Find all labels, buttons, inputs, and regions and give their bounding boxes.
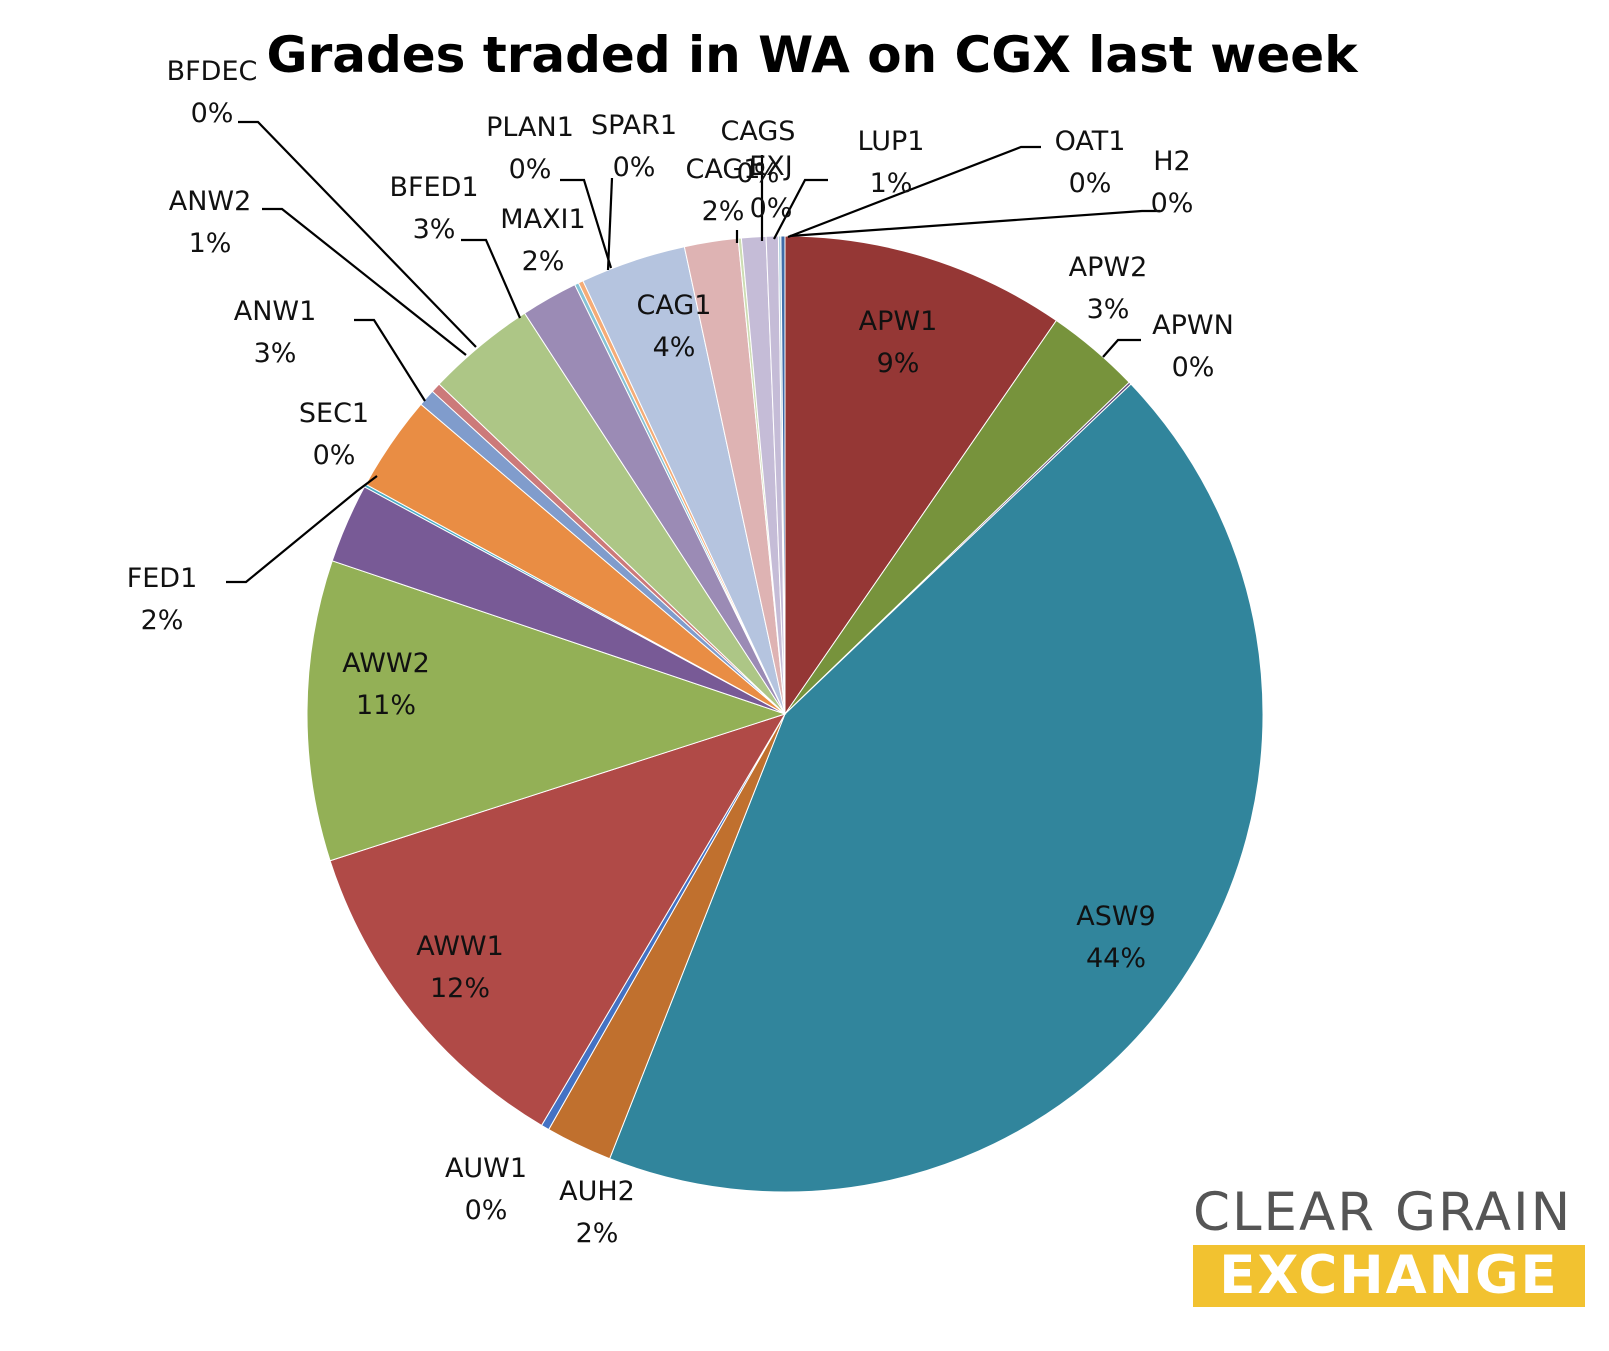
data-label-percent-aww1-6: 12%: [430, 973, 490, 1004]
leader-line-plan1-15: [560, 178, 613, 269]
logo-wordmark-bottom: EXCHANGE: [1219, 1245, 1559, 1306]
data-label-percent-maxi1-14: 2%: [522, 246, 565, 277]
data-label-percent-h2-23: 0%: [1151, 188, 1194, 219]
data-label-percent-sec1-9: 0%: [313, 440, 356, 471]
logo-wordmark-band: EXCHANGE: [1193, 1245, 1585, 1307]
data-label-name-oat1-22: OAT1: [1055, 126, 1126, 157]
data-label-name-asw9-3: ASW9: [1076, 901, 1155, 932]
leader-line-anw1-10: [354, 318, 426, 402]
data-label-name-spar1-16: SPAR1: [591, 110, 677, 141]
data-label-name-aww1-6: AWW1: [416, 931, 504, 962]
data-label-name-h2-23: H2: [1153, 146, 1190, 177]
data-label-name-aww2-7: AWW2: [342, 648, 430, 679]
data-label-percent-apw2-1: 3%: [1087, 294, 1130, 325]
data-label-percent-aww2-7: 11%: [356, 690, 416, 721]
data-label-percent-exj-20: 0%: [750, 193, 793, 224]
leader-lines-layer: [226, 120, 1160, 584]
pie-slice-asw9-3: [609, 383, 1264, 1193]
data-label-name-lup1-21: LUP1: [858, 126, 925, 157]
pie-slice-aww1-6: [329, 713, 787, 1127]
data-label-percent-apw1-0: 9%: [877, 348, 920, 379]
data-label-percent-bfed1-13: 3%: [413, 214, 456, 245]
data-label-percent-auw1-5: 0%: [465, 1195, 508, 1226]
leader-line-spar1-16: [606, 177, 614, 271]
leader-line-oat1-22: [789, 209, 1160, 238]
data-label-name-fed1-8: FED1: [127, 563, 198, 594]
data-label-percent-lup1-21: 1%: [870, 168, 913, 199]
data-label-percent-auh2-4: 2%: [576, 1218, 619, 1249]
data-label-name-cag1-17: CAG1: [637, 290, 712, 321]
data-label-percent-anw2-11: 1%: [189, 228, 232, 259]
data-labels-layer: APW1 9% APW2 3% APWN 0% ASW9 44% AUH2 2% AUW1 0% AWW…: [127, 56, 1234, 1249]
data-label-name-apw2-1: APW2: [1069, 252, 1148, 283]
data-label-percent-oat1-22: 0%: [1069, 168, 1112, 199]
data-label-name-cags-19: CAGS: [721, 116, 796, 147]
pie-slice-h2-23: [780, 235, 786, 715]
data-label-name-apwn-2: APWN: [1152, 310, 1234, 341]
chart-title: Grades traded in WA on CGX last week: [267, 26, 1360, 84]
data-label-name-bfdec-12: BFDEC: [167, 56, 258, 87]
data-label-percent-fed1-8: 2%: [141, 605, 184, 636]
leader-line-fed1-8: [226, 475, 378, 584]
leader-line-anw2-11: [262, 207, 467, 356]
data-label-name-sec1-9: SEC1: [299, 398, 369, 429]
data-label-percent-cag1-18: 2%: [702, 196, 745, 227]
data-label-percent-plan1-15: 0%: [509, 154, 552, 185]
pie-slice-aww2-7: [306, 560, 787, 862]
pie-slice-apw1-0: [784, 235, 1058, 716]
data-label-name-auw1-5: AUW1: [445, 1153, 527, 1184]
logo-wordmark-top: CLEAR GRAIN: [1193, 1182, 1573, 1243]
data-label-name-maxi1-14: MAXI1: [500, 204, 585, 235]
data-label-name-anw2-11: ANW2: [169, 186, 252, 217]
data-label-name-apw1-0: APW1: [859, 306, 938, 337]
leader-line-bfdec-12: [238, 120, 477, 348]
data-label-name-plan1-15: PLAN1: [486, 112, 574, 143]
clear-grain-exchange-logo: CLEAR GRAIN EXCHANGE: [1193, 1183, 1585, 1311]
data-label-name-cag1-18: CAG1: [686, 154, 761, 185]
data-label-name-anw1-10: ANW1: [234, 296, 317, 327]
leader-line-lup1-21: [787, 145, 1041, 239]
data-label-percent-cag1-17: 4%: [653, 332, 696, 363]
leader-line-exj-20: [773, 178, 828, 240]
data-label-name-auh2-4: AUH2: [559, 1176, 635, 1207]
leader-line-apwn-2: [1102, 338, 1141, 358]
data-label-percent-asw9-3: 44%: [1086, 943, 1146, 974]
data-label-percent-apwn-2: 0%: [1172, 352, 1215, 383]
leader-line-bfed1-13: [461, 238, 522, 319]
data-label-percent-bfdec-12: 0%: [191, 98, 234, 129]
data-label-percent-anw1-10: 3%: [254, 338, 297, 369]
data-label-percent-cags-19: 0%: [737, 158, 780, 189]
data-label-name-exj-20: EXJ: [749, 151, 793, 182]
slices-layer: [306, 235, 1264, 1193]
data-label-name-bfed1-13: BFED1: [389, 172, 478, 203]
data-label-percent-spar1-16: 0%: [613, 152, 656, 183]
